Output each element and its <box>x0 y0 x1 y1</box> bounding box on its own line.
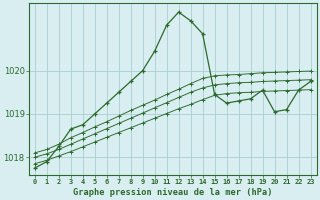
X-axis label: Graphe pression niveau de la mer (hPa): Graphe pression niveau de la mer (hPa) <box>73 188 272 197</box>
